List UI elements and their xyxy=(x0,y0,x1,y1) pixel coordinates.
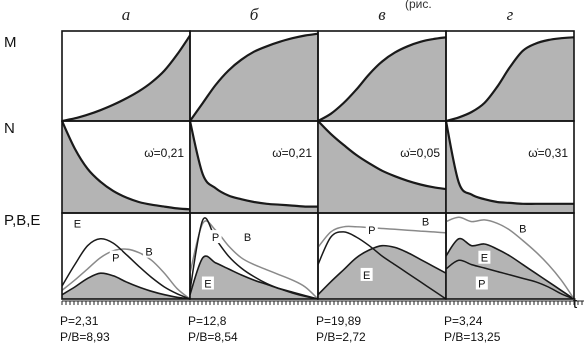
m-area xyxy=(318,37,446,121)
curve-label-bg xyxy=(419,214,432,228)
panel-grid: M N P,B,E t а ω̇=0,21 P B E P=2,31 P/B=8,93 б ω̇=0,2… xyxy=(4,5,584,344)
n-area xyxy=(190,121,318,213)
curve-label-bg xyxy=(109,250,122,264)
e-curve xyxy=(317,244,447,296)
stat-p: P=12,8 xyxy=(188,314,227,328)
omega-label: ω̇=0,31 xyxy=(528,146,568,160)
p-curve xyxy=(189,217,319,300)
curve-label-bg xyxy=(475,276,488,290)
curve-label-b: B xyxy=(145,247,152,259)
curve-label-e: E xyxy=(481,253,488,265)
curve-label-bg xyxy=(241,230,254,244)
m-curve xyxy=(189,32,319,122)
curve-label-bg xyxy=(209,230,222,244)
e-area xyxy=(318,245,446,299)
p-curve xyxy=(61,238,191,300)
b-curve xyxy=(61,248,191,300)
n-curve xyxy=(188,120,319,208)
b-curve xyxy=(317,225,447,248)
curve-label-bg xyxy=(71,216,84,230)
curve-label-p: P xyxy=(368,225,375,237)
m-curve xyxy=(317,36,447,122)
curve-label-b: B xyxy=(244,232,251,244)
n-area xyxy=(446,121,574,213)
p-curve xyxy=(445,259,575,300)
curve-label-b: B xyxy=(519,223,526,235)
m-area xyxy=(446,37,574,121)
curve-label-bg xyxy=(201,276,214,290)
n-curve xyxy=(317,120,447,191)
panel-frame xyxy=(445,212,575,300)
curve-label-p: P xyxy=(112,253,119,265)
row-label: M xyxy=(4,34,17,51)
e-area xyxy=(190,255,318,299)
column-title: б xyxy=(250,5,259,24)
curve-label-bg xyxy=(516,221,529,235)
n-curve xyxy=(60,120,191,211)
b-curve xyxy=(445,216,575,300)
stat-pb: P/B=8,93 xyxy=(60,330,110,344)
e-curve xyxy=(189,255,319,300)
m-area xyxy=(190,33,318,122)
m-curve xyxy=(61,34,191,123)
curve-label-e: E xyxy=(204,279,211,291)
curve-label-bg xyxy=(360,267,373,281)
stat-p: P=2,31 xyxy=(60,314,99,328)
row-label: P,B,E xyxy=(4,212,40,229)
p-curve xyxy=(317,231,447,300)
row-label: N xyxy=(4,120,15,137)
x-axis-label: t xyxy=(573,295,578,312)
m-curve xyxy=(445,36,575,123)
curve-label-e: E xyxy=(74,218,81,230)
e-area xyxy=(62,273,190,299)
n-curve xyxy=(444,120,574,205)
e-curve xyxy=(61,272,191,300)
curve-label-bg xyxy=(143,244,156,258)
curve-label-bg xyxy=(365,223,378,237)
curve-label-b: B xyxy=(422,217,429,229)
stat-p: P=19,89 xyxy=(316,314,361,328)
n-area xyxy=(318,121,446,213)
column-title: а xyxy=(122,5,131,24)
curve-label-bg xyxy=(478,250,491,264)
curve-label-e: E xyxy=(363,270,370,282)
stat-pb: P/B=2,72 xyxy=(316,330,366,344)
omega-label: ω̇=0,05 xyxy=(400,146,440,160)
n-area xyxy=(62,121,190,213)
stat-p: P=3,24 xyxy=(444,314,483,328)
curve-label-p: P xyxy=(212,232,219,244)
omega-label: ω̇=0,21 xyxy=(144,146,184,160)
curve-label-p: P xyxy=(478,279,485,291)
top-text: (рис. xyxy=(405,0,432,11)
stat-pb: P/B=8,54 xyxy=(188,330,238,344)
m-area xyxy=(62,35,190,121)
column-title: в xyxy=(378,5,386,24)
b-curve xyxy=(189,220,319,300)
stat-pb: P/B=13,25 xyxy=(444,330,501,344)
column-title: г xyxy=(507,5,514,24)
e-curve xyxy=(445,237,575,300)
omega-label: ω̇=0,21 xyxy=(272,146,312,160)
